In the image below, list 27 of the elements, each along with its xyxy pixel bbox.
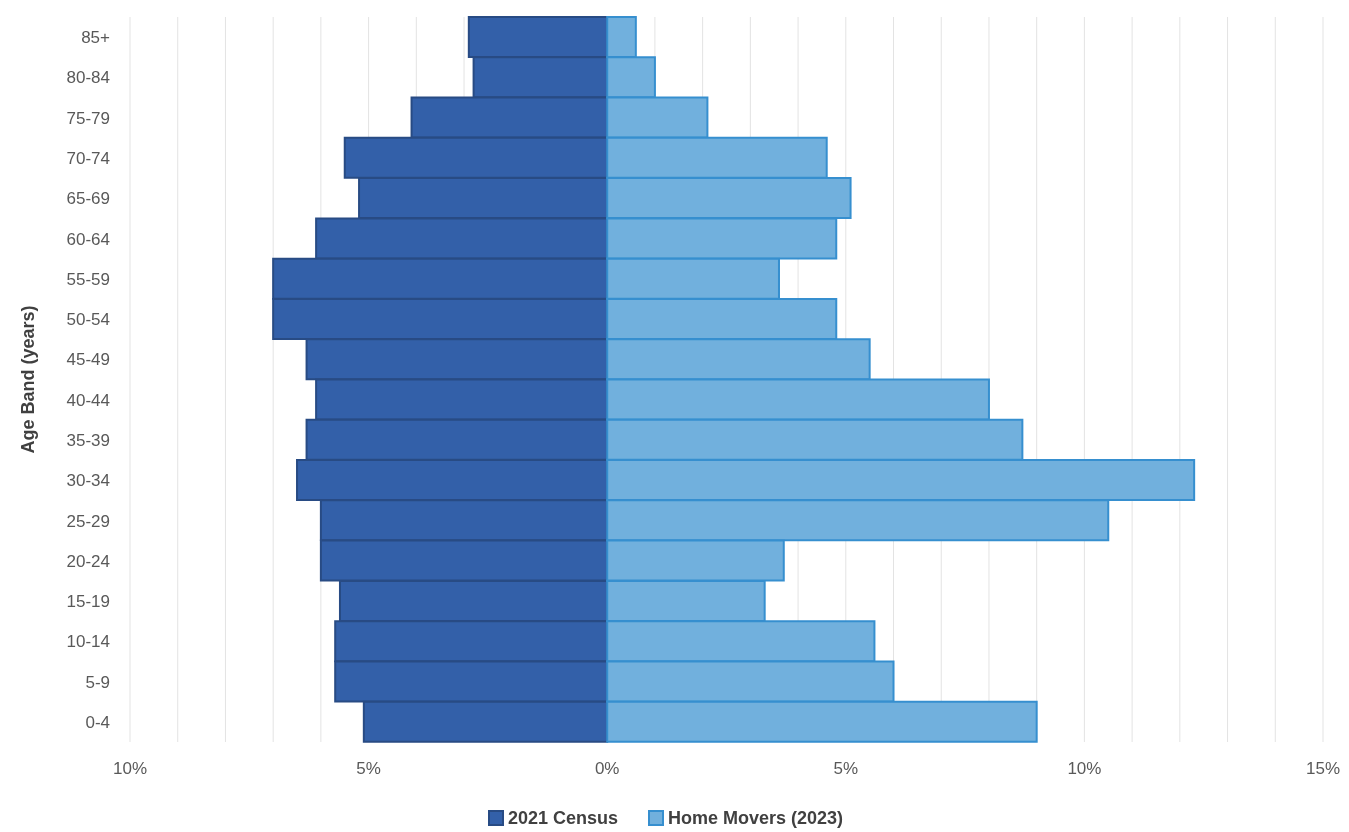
x-tick-label: 0% xyxy=(594,759,620,779)
y-tick-label: 75-79 xyxy=(66,108,110,128)
y-tick-label: 35-39 xyxy=(66,430,110,450)
y-tick-label: 20-24 xyxy=(66,551,110,571)
x-tick-label: 15% xyxy=(1305,759,1341,779)
y-tick-label: 60-64 xyxy=(66,229,110,249)
y-tick-label: 50-54 xyxy=(66,310,110,330)
y-axis-title: Age Band (years) xyxy=(18,305,38,454)
x-tick-label: 5% xyxy=(356,759,381,779)
y-tick-label: 55-59 xyxy=(66,269,110,289)
y-tick-label: 5-9 xyxy=(85,672,110,692)
y-tick-label: 40-44 xyxy=(66,390,110,410)
x-tick-label: 10% xyxy=(1067,759,1102,779)
y-tick-label: 25-29 xyxy=(66,511,110,531)
y-tick-label: 30-34 xyxy=(66,471,110,491)
y-tick-label: 45-49 xyxy=(66,350,110,370)
legend-label: 2021 Census xyxy=(507,807,618,829)
y-tick-label: 15-19 xyxy=(66,592,110,612)
y-tick-label: 0-4 xyxy=(85,712,110,732)
x-tick-label: 5% xyxy=(833,759,859,779)
y-tick-label: 10-14 xyxy=(66,632,110,652)
y-tick-label: 85+ xyxy=(81,28,111,48)
y-tick-label: 70-74 xyxy=(66,149,110,169)
x-tick-label: 10% xyxy=(112,759,148,779)
y-tick-label: 65-69 xyxy=(66,189,110,209)
legend-label: Home Movers (2023) xyxy=(668,807,844,829)
y-tick-label: 80-84 xyxy=(66,68,110,88)
